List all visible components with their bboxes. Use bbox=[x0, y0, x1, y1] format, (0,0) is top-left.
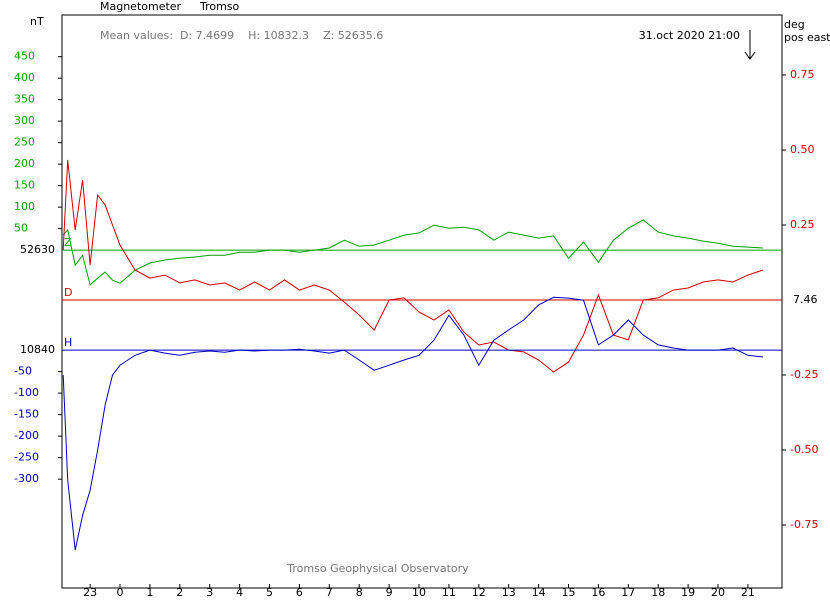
x-tick-label: 16 bbox=[591, 586, 605, 599]
plot-frame bbox=[61, 14, 783, 589]
y-tick-label: 300 bbox=[14, 114, 35, 127]
x-tick-label: 17 bbox=[621, 586, 635, 599]
y-tick-label: 10840 bbox=[20, 343, 55, 356]
x-tick-label: 2 bbox=[176, 586, 183, 599]
x-tick-label: 10 bbox=[412, 586, 426, 599]
y-tick-label: 0.50 bbox=[790, 143, 815, 156]
y-tick-label: -0.25 bbox=[790, 368, 818, 381]
legend-label: D bbox=[64, 286, 72, 299]
y-tick-label: -300 bbox=[14, 472, 39, 485]
x-tick-label: 20 bbox=[711, 586, 725, 599]
data-line bbox=[62, 296, 763, 551]
y2-axis-label: deg bbox=[784, 18, 805, 31]
y2-axis-sublabel: pos east bbox=[784, 31, 830, 44]
y-tick-label: 450 bbox=[14, 50, 35, 63]
x-tick-label: 1 bbox=[146, 586, 153, 599]
y-tick-label: -100 bbox=[14, 386, 39, 399]
y-tick-label: 52630 bbox=[20, 243, 55, 256]
x-tick-label: 7 bbox=[326, 586, 333, 599]
x-tick-label: 13 bbox=[502, 586, 516, 599]
x-tick-label: 11 bbox=[442, 586, 456, 599]
x-tick-label: 5 bbox=[266, 586, 273, 599]
y-axis-label: nT bbox=[30, 15, 44, 28]
chart-title: Magnetometer bbox=[100, 0, 182, 13]
y-tick-label: 350 bbox=[14, 93, 35, 106]
y-tick-label: 0.75 bbox=[790, 68, 815, 81]
data-line bbox=[62, 159, 764, 373]
y-tick-label: 400 bbox=[14, 71, 35, 84]
y-tick-label: 200 bbox=[14, 157, 35, 170]
x-tick-label: 21 bbox=[741, 586, 755, 599]
legend-label: Z bbox=[64, 236, 72, 249]
x-tick-label: 19 bbox=[681, 586, 695, 599]
data-line bbox=[62, 219, 763, 286]
x-tick-label: 3 bbox=[206, 586, 213, 599]
x-tick-label: 8 bbox=[356, 586, 363, 599]
y-tick-label: 250 bbox=[14, 136, 35, 149]
timestamp: 31.oct 2020 21:00 bbox=[639, 29, 740, 42]
y-tick-label: 150 bbox=[14, 179, 35, 192]
y-tick-label: -150 bbox=[14, 408, 39, 421]
x-tick-label: 0 bbox=[117, 586, 124, 599]
x-tick-label: 15 bbox=[562, 586, 576, 599]
x-tick-label: 12 bbox=[472, 586, 486, 599]
y-tick-label: 7.46 bbox=[793, 293, 818, 306]
y-tick-label: -0.75 bbox=[790, 518, 818, 531]
x-tick-label: 23 bbox=[83, 586, 97, 599]
y-tick-label: -200 bbox=[14, 429, 39, 442]
y-tick-label: 100 bbox=[14, 200, 35, 213]
y-tick-label: -0.50 bbox=[790, 443, 818, 456]
station: Tromso bbox=[199, 0, 240, 13]
x-tick-label: 4 bbox=[236, 586, 243, 599]
y-tick-label: -50 bbox=[14, 365, 32, 378]
y-tick-label: 50 bbox=[14, 222, 28, 235]
x-tick-label: 18 bbox=[651, 586, 665, 599]
legend-label: H bbox=[64, 336, 72, 349]
footer: Tromso Geophysical Observatory bbox=[286, 562, 469, 575]
x-tick-label: 14 bbox=[532, 586, 546, 599]
y-tick-label: -250 bbox=[14, 451, 39, 464]
x-tick-label: 9 bbox=[386, 586, 393, 599]
time-arrow bbox=[744, 30, 756, 60]
subtitle: Mean values: D: 7.4699 H: 10832.3 Z: 526… bbox=[100, 29, 383, 42]
y-tick-label: 0.25 bbox=[790, 218, 815, 231]
x-tick-label: 6 bbox=[296, 586, 303, 599]
